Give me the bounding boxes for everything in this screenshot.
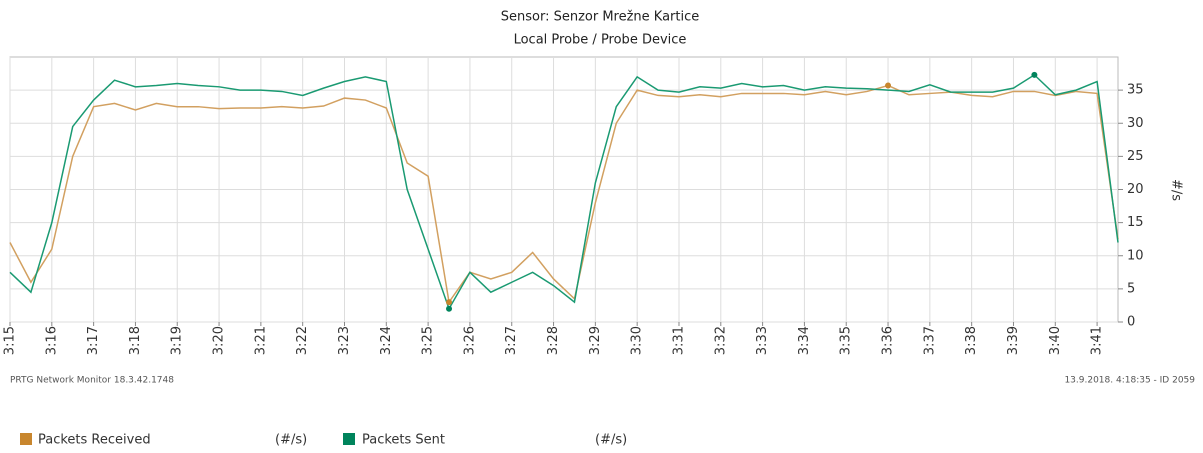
x-tick-label: 3:39 [1006,326,1021,355]
legend-swatch [20,433,32,445]
y-axis-label: #/s [1169,179,1184,201]
chart-subtitle: Local Probe / Probe Device [514,33,687,48]
x-tick-label: 3:29 [588,326,603,355]
y-tick-label: 5 [1127,281,1135,296]
x-tick-label: 3:23 [337,326,352,355]
extreme-marker [1031,71,1038,78]
x-tick-label: 3:15 [3,326,18,355]
extreme-marker [885,82,892,89]
footer-right: 13.9.2018. 4:18:35 - ID 2059 [1064,376,1195,386]
x-tick-label: 3:20 [212,326,227,355]
legend-unit: (#/s) [595,433,627,448]
x-tick-label: 3:37 [922,326,937,355]
y-tick-label: 20 [1127,182,1144,197]
y-tick-label: 30 [1127,116,1144,131]
legend-unit: (#/s) [275,433,307,448]
extreme-marker [446,305,453,312]
footer-left: PRTG Network Monitor 18.3.42.1748 [10,376,174,386]
y-tick-label: 10 [1127,248,1144,263]
x-tick-label: 3:38 [964,326,979,355]
x-tick-label: 3:28 [546,326,561,355]
legend-swatch [343,433,355,445]
x-tick-label: 3:33 [755,326,770,355]
x-tick-label: 3:21 [253,326,268,355]
x-tick-label: 3:31 [671,326,686,355]
x-tick-label: 3:40 [1048,326,1063,355]
y-tick-label: 0 [1127,315,1135,330]
x-tick-label: 3:18 [128,326,143,355]
x-tick-label: 3:17 [86,326,101,355]
x-tick-label: 3:34 [797,326,812,355]
y-tick-label: 35 [1127,83,1144,98]
x-tick-label: 3:41 [1090,326,1105,355]
x-tick-label: 3:22 [295,326,310,355]
y-tick-label: 25 [1127,149,1144,164]
y-tick-label: 15 [1127,215,1144,230]
x-tick-label: 3:16 [44,326,59,355]
series-line [9,84,1119,305]
x-tick-label: 3:30 [630,326,645,355]
x-tick-label: 3:24 [379,326,394,355]
legend-label: Packets Received [38,433,151,448]
series-line [9,73,1119,311]
x-tick-label: 3:19 [170,326,185,355]
x-tick-label: 3:35 [839,326,854,355]
x-tick-label: 3:36 [881,326,896,355]
chart-title: Sensor: Senzor Mrežne Kartice [501,10,700,25]
extreme-marker [446,299,453,306]
legend-label: Packets Sent [362,433,445,448]
x-tick-label: 3:25 [421,326,436,355]
x-tick-label: 3:26 [462,326,477,355]
x-tick-label: 3:32 [713,326,728,355]
x-tick-label: 3:27 [504,326,519,355]
